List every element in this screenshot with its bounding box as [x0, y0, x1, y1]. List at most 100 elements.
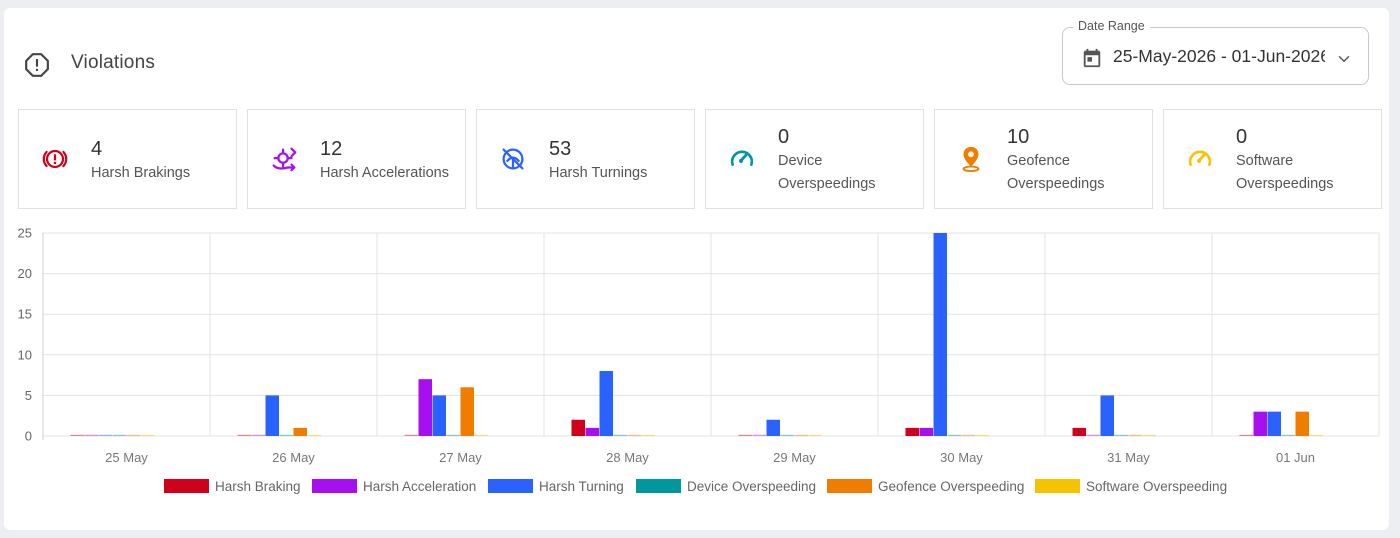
x-tick-label: 26 May — [272, 450, 315, 465]
bar — [961, 434, 975, 436]
stat-card-harsh-turnings[interactable]: 53 Harsh Turnings — [476, 109, 695, 209]
y-tick-label: 25 — [18, 226, 32, 241]
alert-circle-icon — [25, 53, 49, 77]
bar — [1142, 434, 1156, 436]
stat-label: Harsh Brakings — [91, 165, 191, 181]
bar — [98, 434, 112, 436]
stat-icon-wrap — [944, 132, 997, 185]
bar — [933, 233, 947, 436]
x-tick-label: 31 May — [1107, 450, 1150, 465]
bar — [947, 434, 961, 436]
legend-swatch — [488, 479, 533, 493]
bar — [1253, 411, 1267, 436]
stat-card-device-overspeedings[interactable]: 0 Device Overspeedings — [705, 109, 924, 209]
bar — [1239, 434, 1253, 436]
stat-count: 0 — [778, 126, 790, 148]
stat-label: Harsh Turnings — [549, 165, 648, 181]
legend-label: Device Overspeeding — [687, 479, 816, 494]
chevron-down-icon[interactable] — [1335, 50, 1353, 68]
bar — [975, 434, 989, 436]
bar — [237, 434, 251, 436]
bar — [418, 379, 432, 436]
bar — [585, 427, 599, 436]
y-tick-label: 10 — [18, 347, 32, 362]
bar — [1309, 434, 1323, 436]
y-tick-label: 15 — [18, 307, 32, 322]
stat-card-geofence-overspeedings[interactable]: 10 Geofence Overspeedings — [934, 109, 1153, 209]
bar — [1281, 434, 1295, 436]
brake-warning-icon — [42, 149, 67, 168]
speedometer-yellow-icon — [1188, 150, 1211, 166]
legend-swatch — [164, 479, 209, 493]
x-tick-label: 29 May — [773, 450, 816, 465]
bar — [307, 434, 321, 436]
stat-card-software-overspeedings[interactable]: 0 Software Overspeedings — [1163, 109, 1382, 209]
y-tick-label: 5 — [25, 388, 32, 403]
legend-swatch — [827, 479, 872, 493]
bar — [1100, 395, 1114, 436]
legend-label: Harsh Braking — [215, 479, 301, 494]
date-range-field[interactable]: Date Range 25-May-2026 - 01-Jun-2026 — [1062, 19, 1369, 85]
stat-icon-wrap — [257, 132, 310, 185]
bar — [140, 434, 154, 436]
date-range-label: Date Range — [1073, 19, 1150, 33]
bar — [613, 434, 627, 436]
bar — [265, 395, 279, 436]
bar — [1128, 434, 1142, 436]
date-range-value: 25-May-2026 - 01-Jun-2026 — [1113, 46, 1325, 66]
bar — [1114, 434, 1128, 436]
stat-count: 12 — [320, 138, 343, 160]
legend-label: Geofence Overspeeding — [878, 479, 1024, 494]
stat-card-harsh-accelerations[interactable]: 12 Harsh Accelerations — [247, 109, 466, 209]
calendar-icon — [1083, 48, 1101, 68]
stat-icon-wrap — [28, 132, 81, 185]
bar — [752, 434, 766, 436]
bar — [599, 371, 613, 436]
stat-label: Software Overspeedings — [1236, 153, 1334, 192]
bar — [738, 434, 752, 436]
bar — [766, 419, 780, 436]
bar — [627, 434, 641, 436]
stat-count: 10 — [1007, 126, 1030, 148]
bar — [641, 434, 655, 436]
speedometer-icon — [730, 150, 753, 166]
x-tick-label: 01 Jun — [1276, 450, 1315, 465]
stat-icon-wrap — [486, 132, 539, 185]
x-tick-label: 25 May — [105, 450, 148, 465]
legend-swatch — [1035, 479, 1080, 493]
bar — [432, 395, 446, 436]
legend-label: Harsh Acceleration — [363, 479, 476, 494]
bar — [279, 434, 293, 436]
bar — [446, 434, 460, 436]
bar — [794, 434, 808, 436]
stat-label: Geofence Overspeedings — [1007, 153, 1105, 192]
bar — [474, 434, 488, 436]
bar — [1072, 427, 1086, 436]
stat-card-harsh-brakings[interactable]: 4 Harsh Brakings — [18, 109, 237, 209]
bar — [808, 434, 822, 436]
stat-icon-wrap — [715, 132, 768, 185]
bar — [1295, 411, 1309, 436]
bar — [126, 434, 140, 436]
bar — [780, 434, 794, 436]
y-tick-label: 20 — [18, 266, 32, 281]
page-title: Violations — [71, 52, 156, 73]
violations-bar-chart: 0 5 10 15 20 25 25 May 26 May 27 May 28 May 29 May… — [18, 226, 1380, 494]
violations-card: Violations Date Range 25-May-2026 - 01-J… — [4, 8, 1389, 530]
bar — [571, 419, 585, 436]
bar — [905, 427, 919, 436]
stat-count: 53 — [549, 138, 572, 160]
y-tick-label: 0 — [25, 429, 32, 444]
stat-count: 0 — [1236, 126, 1248, 148]
bar — [460, 387, 474, 436]
bar — [251, 434, 265, 436]
bar — [919, 427, 933, 436]
bar — [112, 434, 126, 436]
stat-label: Device Overspeedings — [778, 153, 876, 192]
legend-swatch — [312, 479, 357, 493]
legend-label: Software Overspeeding — [1086, 479, 1227, 494]
bar — [70, 434, 84, 436]
bar — [293, 427, 307, 436]
bar — [84, 434, 98, 436]
stat-icon-wrap — [1173, 132, 1226, 185]
